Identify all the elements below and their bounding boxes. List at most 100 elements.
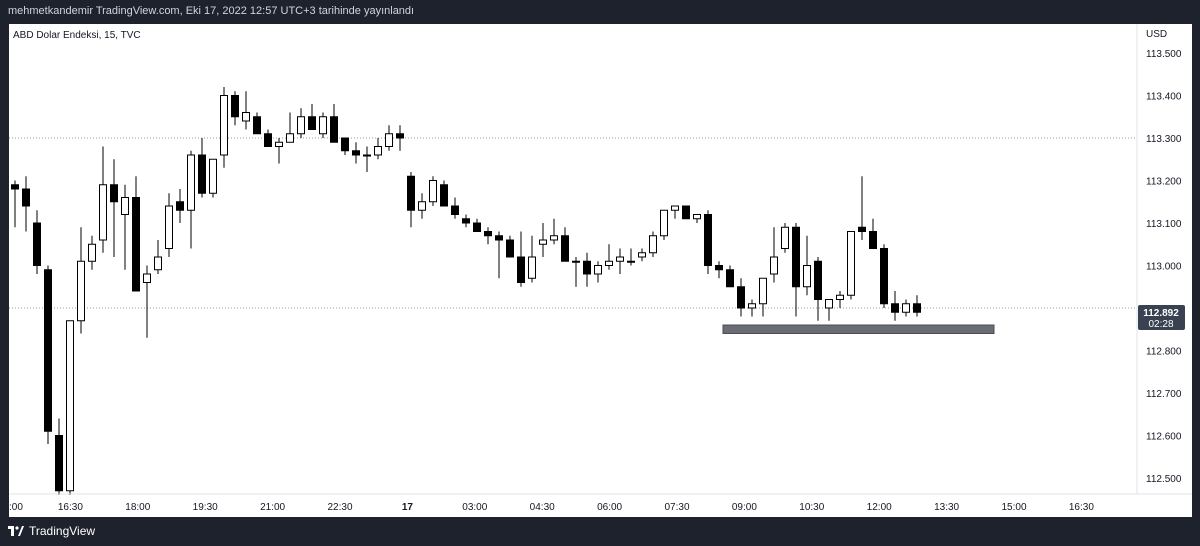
candle-bearish[interactable] — [352, 142, 360, 164]
candle-bearish[interactable] — [110, 159, 118, 257]
candle-bullish[interactable] — [77, 227, 85, 334]
candle-bullish[interactable] — [99, 146, 107, 253]
candle-bearish[interactable] — [231, 91, 239, 126]
candle-bearish[interactable] — [726, 265, 734, 288]
candle-bullish[interactable] — [759, 277, 767, 317]
candle-bullish[interactable] — [143, 265, 151, 338]
candle-bullish[interactable] — [165, 193, 173, 257]
candle-bearish[interactable] — [55, 418, 63, 496]
candle-bearish[interactable] — [869, 218, 877, 249]
candle-bullish[interactable] — [66, 320, 74, 495]
time-axis[interactable]: :00 16:30 18:00 19:30 21:00 22:30 17 03:00 04:30… — [9, 502, 1094, 513]
candle-bearish[interactable] — [858, 176, 866, 240]
candle-bearish[interactable] — [451, 197, 459, 219]
candle-bullish[interactable] — [638, 248, 646, 262]
candle-bullish[interactable] — [616, 248, 624, 275]
candle-bearish[interactable] — [264, 129, 272, 147]
candle-bearish[interactable] — [473, 218, 481, 232]
candle-bearish[interactable] — [506, 235, 514, 258]
candle-bullish[interactable] — [528, 235, 536, 283]
candle-bearish[interactable] — [704, 210, 712, 274]
candle-bullish[interactable] — [847, 231, 855, 300]
candle-bullish[interactable] — [693, 214, 701, 224]
candle-bullish[interactable] — [550, 218, 558, 245]
candle-bearish[interactable] — [913, 295, 921, 317]
candle-bearish[interactable] — [682, 205, 690, 220]
candle-bullish[interactable] — [572, 257, 580, 287]
support-zone-rectangle[interactable] — [722, 324, 995, 334]
candle-bearish[interactable] — [737, 278, 745, 317]
candle-bearish[interactable] — [440, 180, 448, 207]
candle-bullish[interactable] — [748, 299, 756, 317]
candle-bullish[interactable] — [385, 125, 393, 151]
candle-body — [121, 197, 129, 215]
candle-bearish[interactable] — [561, 227, 569, 262]
candle-bearish[interactable] — [814, 257, 822, 321]
publish-line: mehmetkandemir TradingView.com, Eki 17, … — [8, 5, 415, 17]
candle-bearish[interactable] — [308, 104, 316, 130]
candle-bullish[interactable] — [671, 205, 679, 219]
candle-bearish[interactable] — [891, 291, 899, 321]
candle-bearish[interactable] — [330, 104, 338, 143]
candle-bullish[interactable] — [121, 184, 129, 270]
candle-bullish[interactable] — [418, 193, 426, 219]
candle-bearish[interactable] — [341, 137, 349, 155]
candle-bullish[interactable] — [363, 146, 371, 173]
candle-bearish[interactable] — [11, 180, 19, 228]
candle-bullish[interactable] — [825, 299, 833, 321]
time-tick-label: 12:00 — [867, 502, 892, 513]
currency-label: USD — [1146, 29, 1167, 40]
candle-bullish[interactable] — [605, 244, 613, 270]
candle-bearish[interactable] — [44, 265, 52, 445]
candle-bullish[interactable] — [594, 261, 602, 283]
price-countdown: 02:28 — [1148, 319, 1173, 330]
candle-bearish[interactable] — [462, 214, 470, 228]
candle-bearish[interactable] — [396, 125, 404, 151]
candle-bullish[interactable] — [297, 108, 305, 138]
candle-bullish[interactable] — [649, 231, 657, 258]
time-tick-label: 21:00 — [260, 502, 285, 513]
candle-bullish[interactable] — [209, 158, 217, 198]
candlestick-chart[interactable]: ABD Dolar Endeksi, 15, TVC USD 113.50011… — [9, 24, 1192, 517]
tradingview-brand[interactable]: TradingView — [8, 524, 95, 538]
candle-bullish[interactable] — [275, 138, 283, 164]
candle-bullish[interactable] — [286, 112, 294, 143]
candle-bullish[interactable] — [242, 91, 250, 130]
candle-bullish[interactable] — [88, 235, 96, 270]
candle-bearish[interactable] — [583, 252, 591, 287]
candle-bullish[interactable] — [429, 176, 437, 206]
candle-bearish[interactable] — [517, 231, 525, 287]
candle-body — [671, 205, 679, 211]
price-axis[interactable]: 113.500 113.400 113.300 113.200 113.100 113.0… — [1146, 49, 1182, 485]
time-tick-label: 07:30 — [664, 502, 689, 513]
candle-bearish[interactable] — [253, 112, 261, 135]
candle-bullish[interactable] — [660, 209, 668, 240]
candle-bullish[interactable] — [220, 87, 228, 168]
candle-bearish[interactable] — [176, 189, 184, 223]
candle-bullish[interactable] — [803, 235, 811, 296]
candle-bullish[interactable] — [781, 223, 789, 253]
candle-bullish[interactable] — [187, 150, 195, 249]
candle-bullish[interactable] — [319, 112, 327, 139]
candle-bearish[interactable] — [132, 176, 140, 292]
candle-bearish[interactable] — [495, 231, 503, 279]
candle-bearish[interactable] — [33, 210, 41, 274]
candle-bullish[interactable] — [154, 240, 162, 274]
candle-bullish[interactable] — [374, 138, 382, 160]
candle-body — [341, 137, 349, 152]
candle-bearish[interactable] — [792, 223, 800, 317]
candle-bullish[interactable] — [770, 227, 778, 283]
candle-bullish[interactable] — [836, 291, 844, 308]
candle-bearish[interactable] — [22, 176, 30, 232]
candle-bullish[interactable] — [627, 248, 635, 266]
publish-header: mehmetkandemir TradingView.com, Eki 17, … — [0, 0, 1200, 24]
candle-bearish[interactable] — [880, 244, 888, 308]
candle-bearish[interactable] — [715, 261, 723, 279]
candle-body — [11, 184, 19, 190]
candle-bullish[interactable] — [539, 223, 547, 257]
candle-bearish[interactable] — [198, 138, 206, 198]
candle-bearish[interactable] — [407, 172, 415, 228]
time-tick-label: 22:30 — [327, 502, 352, 513]
candle-bearish[interactable] — [484, 227, 492, 245]
candle-bullish[interactable] — [902, 299, 910, 317]
